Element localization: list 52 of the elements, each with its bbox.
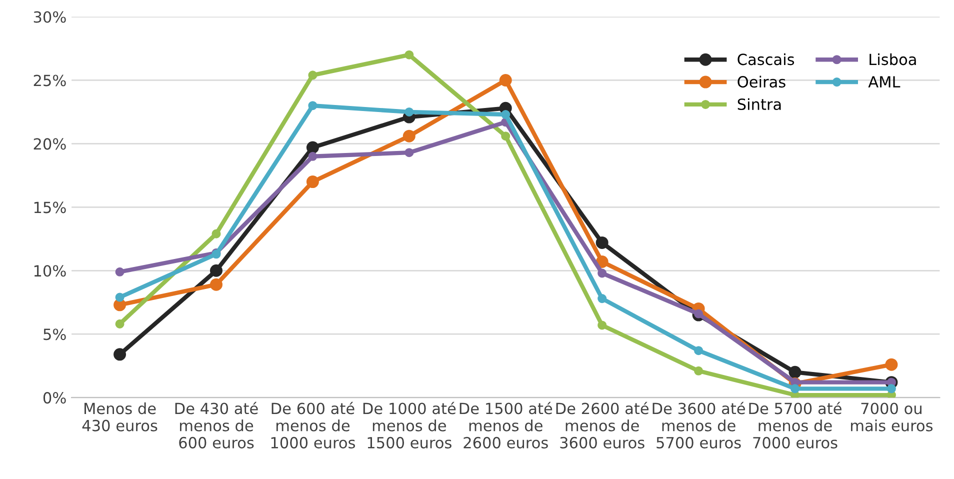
x-tick-label: De 1500 até menos de 2600 euros xyxy=(460,402,552,448)
point xyxy=(306,176,319,188)
y-tick-label: 15% xyxy=(34,202,66,214)
x-tick-label: De 1000 até menos de 1500 euros xyxy=(363,402,456,448)
point xyxy=(501,132,510,141)
point xyxy=(598,320,607,330)
point xyxy=(499,74,512,86)
point xyxy=(404,148,414,158)
point xyxy=(306,141,319,154)
x-tick-label: De 600 até menos de 1000 euros xyxy=(271,402,355,448)
legend-label: AML xyxy=(868,76,900,88)
y-tick-label: 10% xyxy=(34,265,66,277)
point xyxy=(210,278,222,291)
point xyxy=(885,358,898,371)
point xyxy=(694,366,704,376)
x-tick-label: 7000 ou mais euros xyxy=(851,402,933,432)
point xyxy=(402,130,416,142)
point xyxy=(114,348,126,361)
point xyxy=(788,366,802,378)
point xyxy=(404,107,414,116)
y-tick-label: 20% xyxy=(34,138,66,150)
point xyxy=(596,256,608,268)
x-tick-label: Menos de 430 euros xyxy=(82,402,158,432)
point xyxy=(598,268,607,278)
point xyxy=(596,236,608,249)
point xyxy=(790,384,800,394)
legend-label: Oeiras xyxy=(738,76,786,88)
legend-label: Sintra xyxy=(738,98,781,110)
y-tick-label: 30% xyxy=(34,11,66,23)
x-tick-label: De 2600 até menos de 3600 euros xyxy=(556,402,649,448)
point xyxy=(694,309,704,318)
x-tick-label: De 3600 até menos de 5700 euros xyxy=(652,402,745,448)
y-tick-label: 25% xyxy=(34,74,66,86)
legend-label: Lisboa xyxy=(870,53,916,66)
point xyxy=(886,384,896,394)
point xyxy=(404,50,414,60)
point xyxy=(210,264,222,277)
point xyxy=(694,346,704,356)
point xyxy=(308,70,318,80)
y-tick-label: 0% xyxy=(43,392,66,404)
y-tick-label: 5% xyxy=(44,328,66,340)
point xyxy=(598,294,607,304)
point xyxy=(308,152,318,161)
point xyxy=(115,267,124,276)
legend-label: Cascais xyxy=(738,53,794,66)
x-tick-label: De 430 até menos de 600 euros xyxy=(175,402,258,448)
point xyxy=(501,110,510,120)
point xyxy=(115,292,124,302)
point xyxy=(308,101,318,110)
x-tick-label: De 5700 até menos de 7000 euros xyxy=(749,402,842,448)
point xyxy=(115,319,124,328)
point xyxy=(212,229,221,238)
